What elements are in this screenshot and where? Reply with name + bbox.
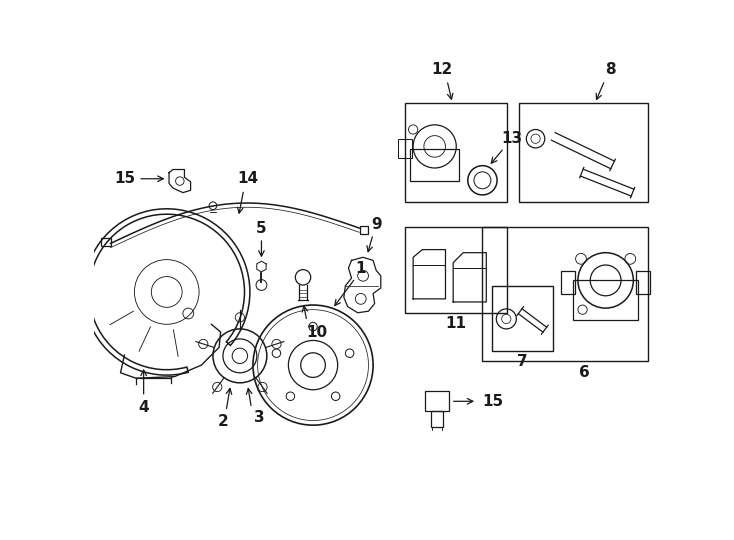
Bar (482, 226, 648, 361)
Bar (405, 103, 507, 202)
Text: 13: 13 (501, 131, 523, 146)
Bar (573, 280, 638, 320)
Text: 9: 9 (371, 217, 382, 232)
Text: 6: 6 (579, 364, 590, 380)
Text: 4: 4 (138, 400, 149, 415)
Text: 14: 14 (237, 171, 258, 186)
Bar (493, 286, 553, 351)
Text: 10: 10 (306, 325, 327, 340)
Text: 1: 1 (355, 261, 366, 275)
Text: 11: 11 (446, 316, 467, 331)
Bar (431, 411, 443, 427)
Text: 8: 8 (605, 62, 616, 77)
Text: 2: 2 (217, 414, 228, 429)
Text: 15: 15 (482, 394, 503, 409)
Bar (405, 226, 507, 313)
Text: 5: 5 (256, 220, 266, 235)
Bar (101, 238, 111, 246)
Bar (425, 392, 449, 411)
Bar (410, 148, 459, 181)
Bar (398, 139, 412, 158)
Bar (636, 271, 650, 294)
Text: 15: 15 (114, 171, 135, 186)
Bar (519, 103, 648, 202)
Bar (561, 271, 575, 294)
Text: 7: 7 (517, 354, 528, 369)
Text: 12: 12 (432, 62, 453, 77)
Bar (360, 226, 368, 234)
Text: 3: 3 (254, 410, 264, 425)
